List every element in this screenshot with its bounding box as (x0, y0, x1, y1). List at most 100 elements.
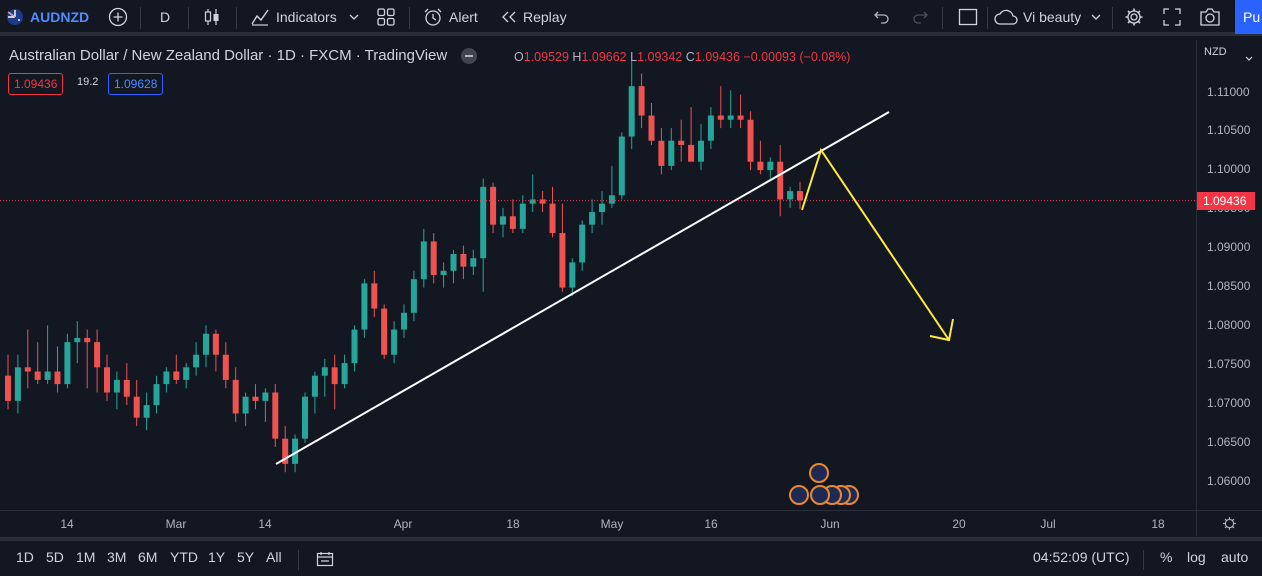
toolbar-divider (140, 7, 141, 29)
price-label: 1.10500 (1207, 123, 1251, 137)
replay-label: Replay (523, 9, 567, 25)
price-scale[interactable]: NZD 1.11000 1.10500 1.10000 1.09500 1.09… (1196, 40, 1262, 510)
price-label: 1.10000 (1207, 162, 1251, 176)
range-button-3m[interactable]: 3M (107, 549, 127, 565)
bottom-toolbar: 1D 5D 1M 3M 6M YTD 1Y 5Y All 04:52:09 (U… (0, 537, 1262, 576)
templates-button[interactable] (376, 0, 396, 34)
undo-icon (873, 10, 891, 24)
range-button-5d[interactable]: 5D (46, 549, 64, 565)
candle-body (727, 115, 734, 120)
toolbar-divider (409, 7, 410, 29)
legend-title: Australian Dollar / New Zealand Dollar ·… (9, 47, 448, 64)
candle-body (608, 195, 615, 204)
auto-scale-toggle[interactable]: auto (1221, 549, 1249, 565)
buy-price-button[interactable]: 1.09628 (108, 73, 164, 95)
price-label: 1.07000 (1207, 396, 1251, 410)
grid-icon (376, 7, 396, 27)
toolbar-divider (298, 550, 299, 570)
utc-clock[interactable]: 04:52:09 (UTC) (1033, 549, 1130, 565)
range-button-all[interactable]: All (266, 549, 282, 565)
candle-body (54, 371, 61, 385)
range-button-1y[interactable]: 1Y (208, 549, 226, 565)
indicators-label: Indicators (276, 9, 337, 25)
open-key: O (514, 50, 524, 64)
chevron-down-icon (1245, 49, 1253, 67)
candle-body (717, 115, 724, 120)
candle-body (381, 308, 388, 355)
candle-body (143, 405, 150, 418)
replay-button[interactable]: Replay (501, 0, 567, 34)
ohlc-values: O1.09529 H1.09662 L1.09342 C1.09436 −0.0… (514, 50, 850, 64)
alert-button[interactable]: Alert (423, 0, 478, 34)
axis-settings-button[interactable] (1196, 510, 1262, 536)
candle-body (797, 191, 803, 201)
candles-icon (203, 7, 221, 27)
range-button-ytd[interactable]: YTD (170, 549, 198, 565)
candle-body (163, 371, 170, 385)
price-label: 1.08500 (1207, 279, 1251, 293)
candle-body (272, 392, 279, 439)
price-chart[interactable] (0, 40, 1196, 510)
undo-button[interactable] (873, 0, 891, 34)
candle-body (618, 136, 625, 196)
visibility-toggle-icon[interactable] (461, 47, 478, 64)
candles-layer (5, 60, 803, 473)
candle-body (500, 216, 506, 225)
projection-arrow (801, 147, 950, 341)
fullscreen-button[interactable] (1163, 0, 1181, 34)
save-layout-button[interactable]: Vi beauty (994, 0, 1101, 34)
percent-scale-toggle[interactable]: % (1160, 549, 1173, 565)
candle-body (509, 216, 516, 229)
candle-body (113, 379, 120, 393)
candle-body (153, 384, 160, 406)
candle-body (529, 199, 536, 204)
time-label: 20 (952, 517, 966, 531)
toolbar-divider (236, 7, 237, 29)
fullscreen-icon (1163, 8, 1181, 26)
symbol-search-button[interactable]: AUDNZD (6, 0, 89, 34)
candle-body (302, 396, 308, 439)
low-key: L (630, 50, 638, 64)
candle-body (123, 379, 130, 397)
high-key: H (572, 50, 582, 64)
spread-value: 19.2 (77, 76, 99, 88)
snapshot-button[interactable] (1199, 0, 1221, 34)
range-button-6m[interactable]: 6M (138, 549, 158, 565)
time-label: 18 (1151, 517, 1165, 531)
settings-button[interactable] (1124, 0, 1144, 34)
currency-label[interactable]: NZD (1204, 46, 1227, 58)
candle-body (351, 329, 358, 364)
candle-body (133, 396, 140, 418)
price-label: 1.07500 (1207, 357, 1251, 371)
candle-body (707, 115, 714, 141)
candle-body (64, 342, 71, 385)
compare-symbol-button[interactable] (108, 0, 128, 34)
range-button-5y[interactable]: 5Y (237, 549, 255, 565)
candle-body (94, 342, 101, 368)
candle-body (688, 144, 695, 162)
range-button-1d[interactable]: 1D (16, 549, 34, 565)
low-value: 1.09342 (637, 50, 683, 64)
date-range-icon[interactable] (316, 551, 334, 572)
price-label: 1.08000 (1207, 318, 1251, 332)
chart-pane[interactable]: Australian Dollar / New Zealand Dollar ·… (0, 40, 1196, 510)
sell-price-button[interactable]: 1.09436 (8, 73, 64, 95)
chart-type-button[interactable] (203, 0, 221, 34)
candle-body (470, 258, 477, 267)
range-button-1m[interactable]: 1M (76, 549, 96, 565)
event-markers (789, 463, 859, 505)
open-value: 1.09529 (523, 50, 569, 64)
candle-body (331, 367, 338, 385)
candle-body (569, 262, 576, 288)
layout-button[interactable] (958, 0, 978, 34)
log-scale-toggle[interactable]: log (1187, 549, 1206, 565)
indicators-button[interactable]: Indicators (250, 0, 359, 34)
candle-body (361, 283, 368, 330)
candle-body (242, 396, 249, 414)
interval-button[interactable]: D (160, 0, 170, 34)
publish-button[interactable]: Pu (1235, 0, 1262, 34)
alert-label: Alert (449, 9, 478, 25)
time-axis[interactable]: 14 Mar 14 Apr 18 May 16 Jun 20 Jul 18 (0, 510, 1196, 536)
candle-body (222, 354, 229, 380)
redo-button[interactable] (911, 0, 929, 34)
